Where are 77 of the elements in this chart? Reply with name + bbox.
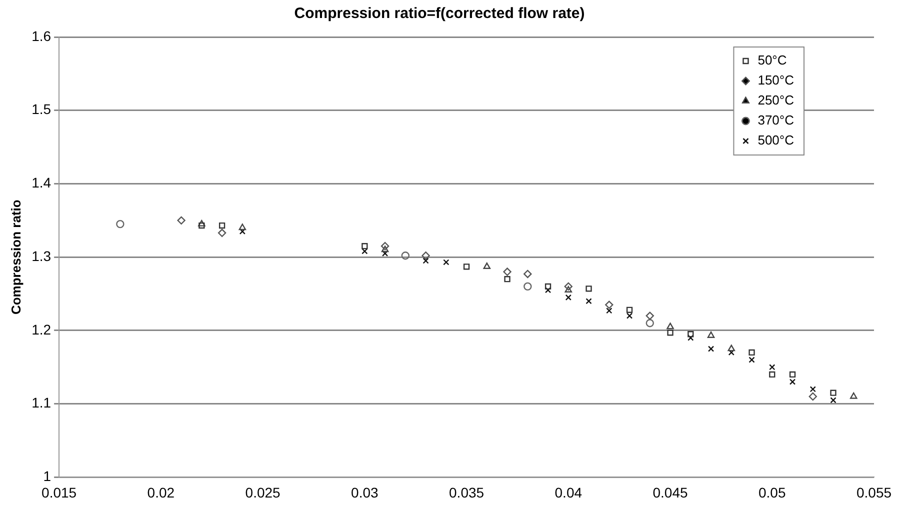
point [380,242,390,250]
legend-label: 50°C [758,52,787,68]
y-tick-label: 1.2 [32,321,52,338]
point [565,294,572,301]
point [748,349,755,356]
point [586,298,592,304]
point [626,312,633,319]
point [544,287,552,294]
point [606,308,612,314]
legend-label: 370°C [758,112,794,128]
point [688,334,694,341]
point [626,306,633,313]
point [850,392,858,399]
point [769,371,776,378]
point [116,220,124,228]
legend-label: 150°C [758,72,794,88]
point [789,378,796,385]
y-tick-label: 1.1 [32,394,52,411]
point [748,356,755,363]
point [708,346,714,352]
point [238,224,246,230]
point [564,282,572,291]
y-tick-label: 1.6 [32,28,52,44]
y-tick-label: 1.5 [32,101,52,118]
point [463,264,470,270]
point [789,371,796,378]
point [605,300,614,309]
point [688,331,694,338]
point [586,286,592,292]
point [808,392,817,401]
point [728,349,734,356]
point [443,259,450,266]
point [524,270,532,278]
point [666,322,674,330]
x-tick-label: 0.015 [42,484,77,500]
y-tick-label: 1.3 [32,248,52,264]
point [769,364,776,370]
point [830,390,836,396]
point [707,332,715,338]
point [544,283,552,290]
point [198,222,205,229]
point [422,258,429,264]
point [810,386,816,392]
x-tick-label: 0.025 [245,484,281,500]
point [646,319,654,328]
y-tick-label: 1 [43,468,52,484]
point [504,276,510,282]
point [218,222,226,229]
point [524,282,532,291]
legend-label: 250°C [758,92,794,108]
point [646,312,654,320]
point [239,228,246,234]
point [830,397,836,404]
point [483,262,491,269]
point [401,252,410,260]
x-tick-label: 0.03 [351,484,378,500]
x-tick-label: 0.05 [758,484,786,500]
point [218,228,226,237]
y-tick-label: 1.4 [32,174,52,191]
y-axis-title: Compression ratio [8,200,24,315]
x-tick-label: 0.045 [652,484,688,500]
point [177,216,186,225]
point [728,344,736,352]
point [667,330,674,336]
x-tick-label: 0.04 [554,484,582,500]
point [362,243,368,250]
chart-title: Compression ratio=f(corrected flow rate) [294,5,585,22]
point [564,286,572,292]
point [503,268,512,276]
x-tick-label: 0.035 [449,484,484,500]
point [382,250,388,257]
point [422,252,430,260]
point [198,220,206,226]
point [381,246,389,252]
legend-label: 500°C [758,132,794,148]
x-tick-label: 0.055 [856,484,892,500]
x-tick-label: 0.02 [147,484,175,500]
